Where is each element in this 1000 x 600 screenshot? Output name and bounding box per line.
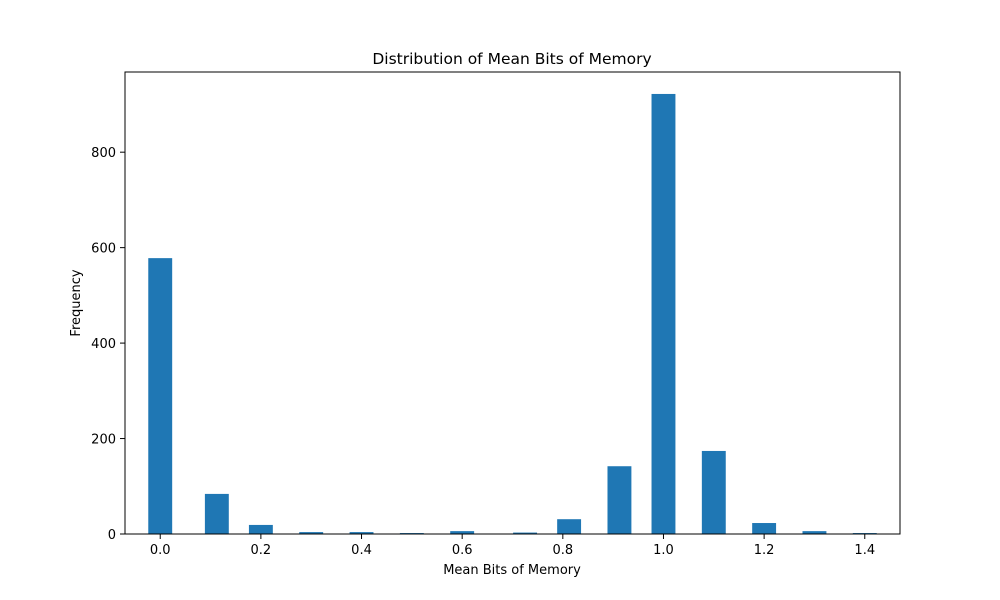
y-axis-label: Frequency: [69, 269, 84, 336]
x-axis-label: Mean Bits of Memory: [443, 563, 581, 578]
histogram-bar: [450, 531, 475, 534]
chart-title: Distribution of Mean Bits of Memory: [372, 50, 651, 68]
y-tick-label: 800: [91, 146, 116, 161]
histogram-bar: [802, 531, 827, 534]
y-tick-label: 0: [108, 528, 116, 543]
bars-group: [148, 93, 877, 535]
histogram-bar: [248, 524, 273, 534]
x-tick-label: 0.6: [452, 543, 473, 558]
histogram-bar: [651, 93, 676, 535]
histogram-bar: [148, 258, 173, 534]
histogram-bar: [607, 466, 632, 534]
histogram-bar: [349, 532, 374, 534]
histogram-bar: [701, 450, 726, 534]
histogram-bar: [513, 532, 538, 534]
x-tick-label: 1.2: [754, 543, 775, 558]
x-tick-label: 1.0: [653, 543, 674, 558]
histogram-bar: [204, 493, 229, 534]
x-tick-label: 0.2: [251, 543, 272, 558]
y-tick-label: 400: [91, 337, 116, 352]
histogram-bar: [557, 519, 582, 534]
y-tick-label: 200: [91, 433, 116, 448]
plot-frame: [124, 71, 901, 535]
histogram-bar: [752, 523, 777, 534]
x-tick-label: 1.4: [854, 543, 875, 558]
histogram-bar: [299, 532, 324, 534]
y-axis-ticks: 0 200 400 600 800: [91, 146, 125, 543]
x-axis-ticks: 0.0 0.2 0.4 0.6 0.8 1.0 1.2 1.4: [150, 534, 875, 558]
x-tick-label: 0.0: [150, 543, 171, 558]
x-tick-label: 0.4: [351, 543, 372, 558]
y-tick-label: 600: [91, 242, 116, 257]
x-tick-label: 0.8: [552, 543, 573, 558]
